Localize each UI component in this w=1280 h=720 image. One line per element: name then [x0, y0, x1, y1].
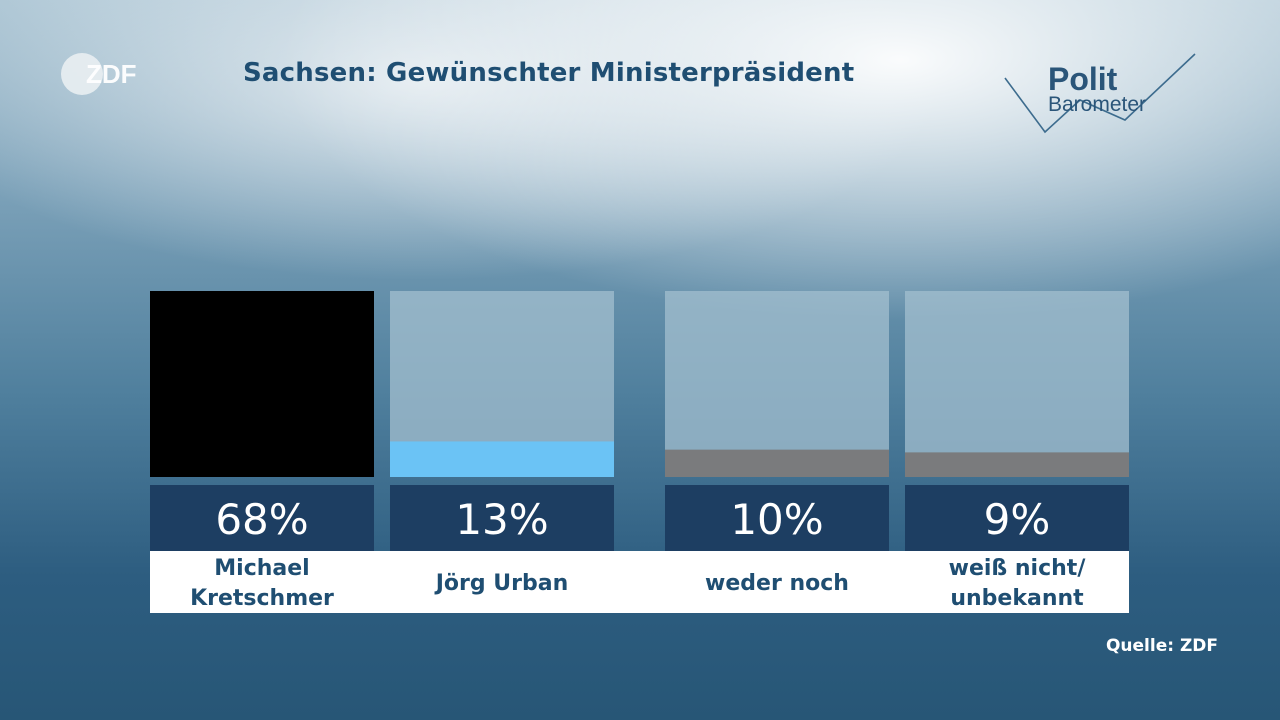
bar [150, 291, 374, 477]
value-box [665, 485, 889, 551]
bar-track [905, 291, 1129, 477]
category-label-strip [150, 551, 1129, 613]
data-label: 68% [215, 495, 308, 544]
category-label: Michael [214, 556, 309, 581]
svg-text:Barometer: Barometer [1048, 93, 1146, 116]
category-label: unbekannt [950, 586, 1084, 611]
bar [390, 441, 614, 477]
svg-text:Polit: Polit [1048, 61, 1118, 97]
zdf-logo: ZDF [61, 53, 137, 95]
value-box [905, 485, 1129, 551]
politbarometer-logo: Polit Barometer [1004, 53, 1196, 134]
bar [905, 452, 1129, 477]
source-note: Quelle: ZDF [1105, 636, 1218, 656]
data-label: 13% [455, 495, 548, 544]
bar [665, 449, 889, 477]
value-box [150, 485, 374, 551]
category-label: Jörg Urban [434, 571, 569, 596]
svg-text:ZDF: ZDF [86, 59, 137, 89]
value-box [390, 485, 614, 551]
category-label: weiß nicht/ [949, 556, 1087, 581]
bar-track [665, 291, 889, 477]
data-label: 9% [984, 495, 1051, 544]
data-label: 10% [730, 495, 823, 544]
chart-title: Sachsen: Gewünschter Ministerpräsident [243, 58, 855, 88]
category-label: Kretschmer [190, 586, 334, 611]
category-label: weder noch [705, 571, 849, 596]
